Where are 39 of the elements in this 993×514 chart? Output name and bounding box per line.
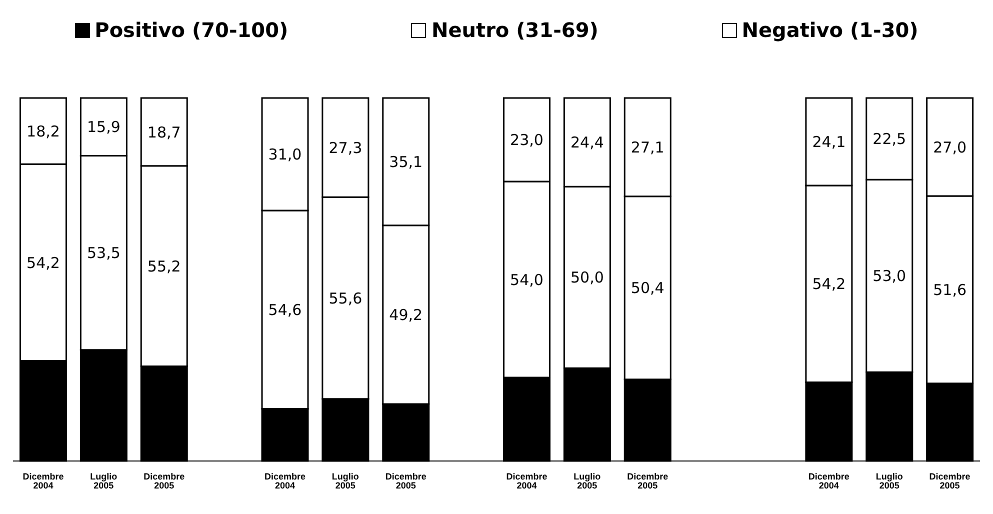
data-label: 54,6 (268, 300, 302, 319)
data-label: 53,0 (872, 267, 906, 286)
x-tick-label: Luglio 2005 (574, 471, 602, 490)
data-label: 35,1 (389, 153, 423, 172)
data-label: 27,0 (933, 138, 967, 156)
x-tick-label: Dicembre 2004 (264, 471, 306, 490)
legend-label: Positivo (70-100) (94, 18, 288, 42)
data-label: 54,2 (26, 254, 60, 272)
data-label: 27,1 (630, 138, 664, 157)
data-label: 18,7 (147, 123, 181, 142)
data-label: 23,0 (510, 131, 544, 150)
data-label: 24,1 (812, 133, 846, 152)
data-label: 31,0 (268, 146, 302, 164)
data-label: 27,3 (328, 138, 362, 157)
x-tick-label: Luglio 2005 (90, 471, 118, 490)
x-tick-label: Dicembre 2004 (808, 471, 850, 490)
data-label: 50,4 (630, 279, 664, 298)
data-label: 49,2 (389, 306, 423, 324)
x-tick-label: Luglio 2005 (876, 471, 904, 490)
data-label: 18,2 (26, 122, 60, 140)
data-label: 50,0 (570, 268, 604, 287)
data-label: 55,6 (328, 289, 362, 308)
data-label: 54,0 (510, 270, 544, 289)
x-tick-label: Luglio 2005 (332, 471, 360, 490)
x-tick-label: Dicembre 2005 (385, 471, 426, 490)
data-label: 55,2 (147, 257, 181, 276)
x-tick-label: Dicembre 2004 (506, 471, 548, 490)
x-tick-label: Dicembre 2005 (929, 471, 970, 490)
x-tick-label: Dicembre 2005 (144, 471, 185, 490)
legend-label: Neutro (31-69) (430, 18, 598, 42)
data-label: 51,6 (933, 280, 967, 299)
data-label: 22,5 (872, 130, 906, 148)
x-tick-label: Dicembre 2005 (627, 471, 668, 490)
data-label: 54,2 (812, 275, 846, 294)
data-label: 15,9 (86, 118, 120, 136)
data-label: 53,5 (86, 244, 120, 262)
data-label: 24,4 (570, 134, 604, 152)
legend-label: Negativo (1-30) (740, 18, 918, 42)
x-tick-label: Dicembre 2004 (22, 471, 64, 490)
